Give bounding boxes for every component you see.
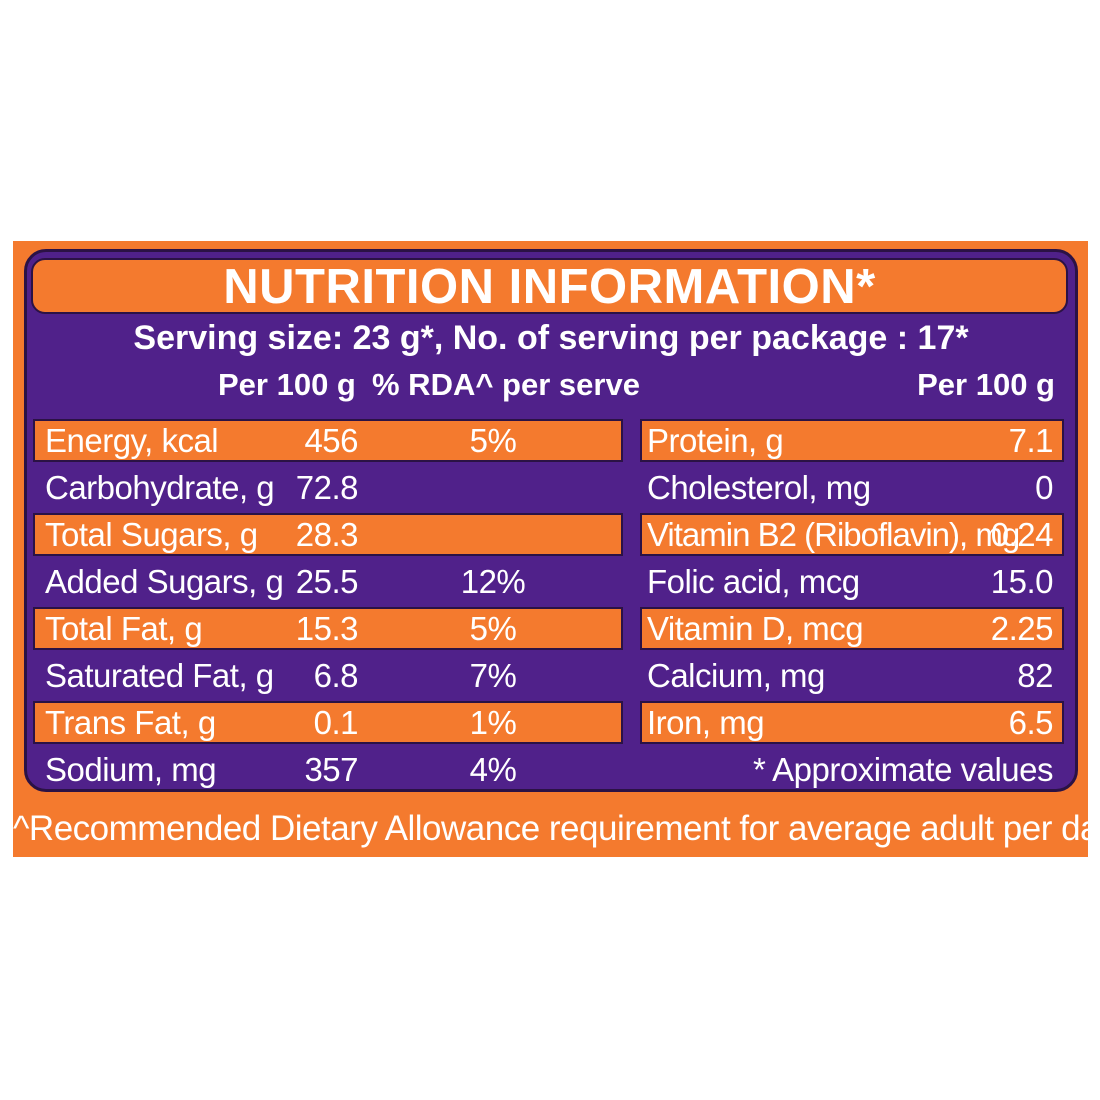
nutrient-name: Total Fat, g [45,610,203,647]
rda-footnote: ^Recommended Dietary Allowance requireme… [13,809,1100,848]
nutrient-rda: 1% [469,704,517,741]
rda-header: % RDA^ per serve [372,367,640,402]
nutrient-name: Protein, g [647,422,784,459]
left-per100-header: Per 100 g [218,367,356,402]
nutrient-value: 0 [1035,469,1053,506]
nutrient-value: 0.24 [990,516,1054,553]
row-band [33,419,623,462]
nutrient-value: 15.3 [295,610,359,647]
title-bar [31,258,1068,314]
nutrient-value: 28.3 [295,516,359,553]
nutrient-name: Folic acid, mcg [647,563,860,600]
row-band [33,701,623,744]
row-band [33,607,623,650]
nutrient-value: 82 [1017,657,1053,694]
row-band [33,513,623,556]
nutrient-name: Saturated Fat, g [45,657,274,694]
nutrient-name: Vitamin D, mcg [647,610,864,647]
nutrient-value: 15.0 [990,563,1054,600]
nutrient-name: Trans Fat, g [45,704,216,741]
nutrient-value: 72.8 [295,469,359,506]
nutrient-name: Vitamin B2 (Riboflavin), mg [647,516,1020,553]
nutrient-name: Added Sugars, g [45,563,284,600]
nutrient-value: 25.5 [295,563,359,600]
nutrient-value: 6.8 [313,657,359,694]
nutrient-name: Energy, kcal [45,422,219,459]
nutrient-rda [443,464,543,511]
nutrient-value: 357 [304,751,358,788]
nutrient-name: Sodium, mg [45,751,217,788]
nutrient-rda: 5% [469,610,517,647]
serving-size-line: Serving size: 23 g*, No. of serving per … [133,319,969,357]
nutrient-value: 456 [304,422,358,459]
nutrient-value: 2.25 [990,610,1054,647]
nutrient-value: 6.5 [1008,704,1054,741]
nutrient-value: 7.1 [1008,422,1054,459]
right-per100-header: Per 100 g [917,367,1055,402]
nutrient-rda: 12% [460,563,526,600]
nutrition-title: NUTRITION INFORMATION* [223,260,876,314]
nutrient-name: Iron, mg [647,704,765,741]
approximate-values-note: * Approximate values [752,751,1054,788]
row-band [640,701,1064,744]
nutrient-rda: 5% [469,422,517,459]
nutrient-rda [443,511,543,558]
nutrient-value: 0.1 [313,704,359,741]
nutrient-rda: 7% [469,657,517,694]
nutrient-rda: 4% [469,751,517,788]
nutrient-name: Carbohydrate, g [45,469,275,506]
nutrient-name: Cholesterol, mg [647,469,871,506]
nutrient-name: Calcium, mg [647,657,825,694]
row-band [640,607,1064,650]
row-band [640,419,1064,462]
nutrient-name: Total Sugars, g [45,516,258,553]
row-band [640,513,1064,556]
